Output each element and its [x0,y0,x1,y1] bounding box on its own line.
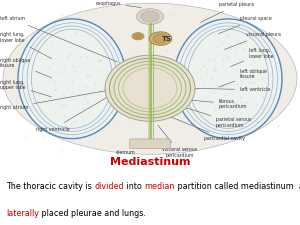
Text: visceral serous
pericardium: visceral serous pericardium [158,125,198,158]
Text: divided: divided [94,182,124,191]
Text: pleural space: pleural space [219,16,272,34]
FancyBboxPatch shape [130,139,170,148]
Text: sternum: sternum [116,143,148,155]
Text: esophagus: esophagus [95,1,141,7]
Ellipse shape [132,33,144,40]
Text: left lung,
lower lobe: left lung, lower lobe [231,48,274,67]
Ellipse shape [174,19,282,139]
Text: into: into [124,182,144,191]
Text: left atrium: left atrium [0,16,117,62]
Ellipse shape [136,9,164,24]
Ellipse shape [18,19,126,139]
Ellipse shape [134,34,142,38]
Text: left oblique
fissure: left oblique fissure [219,69,267,87]
Text: right lung,
lower lobe: right lung, lower lobe [0,32,52,58]
Text: right oblique
fissure: right oblique fissure [0,58,51,78]
Text: right ventricle: right ventricle [36,91,118,132]
Ellipse shape [105,55,195,121]
Text: right atrium: right atrium [0,90,108,110]
Text: laterally: laterally [6,209,39,218]
Text: visceral pleura: visceral pleura [225,32,281,50]
Text: TS: TS [161,36,172,42]
Text: pericardial cavity: pericardial cavity [165,115,245,141]
Ellipse shape [3,3,297,154]
Text: right lung,
upper lobe: right lung, upper lobe [0,80,51,97]
Text: left ventricle: left ventricle [192,87,270,92]
Ellipse shape [153,34,168,43]
Text: Mediastinum: Mediastinum [110,157,190,166]
Ellipse shape [149,32,172,45]
Text: The thoracic cavity is: The thoracic cavity is [6,182,94,191]
Text: parietal serous
pericardium: parietal serous pericardium [177,105,251,128]
Text: placed pleurae and lungs.: placed pleurae and lungs. [39,209,146,218]
Text: fibrous
pericardium: fibrous pericardium [183,99,248,109]
Text: parietal pleura: parietal pleura [200,2,254,23]
Text: partition called mediastinum  and: partition called mediastinum and [175,182,300,191]
Text: median: median [144,182,175,191]
Ellipse shape [141,11,159,22]
